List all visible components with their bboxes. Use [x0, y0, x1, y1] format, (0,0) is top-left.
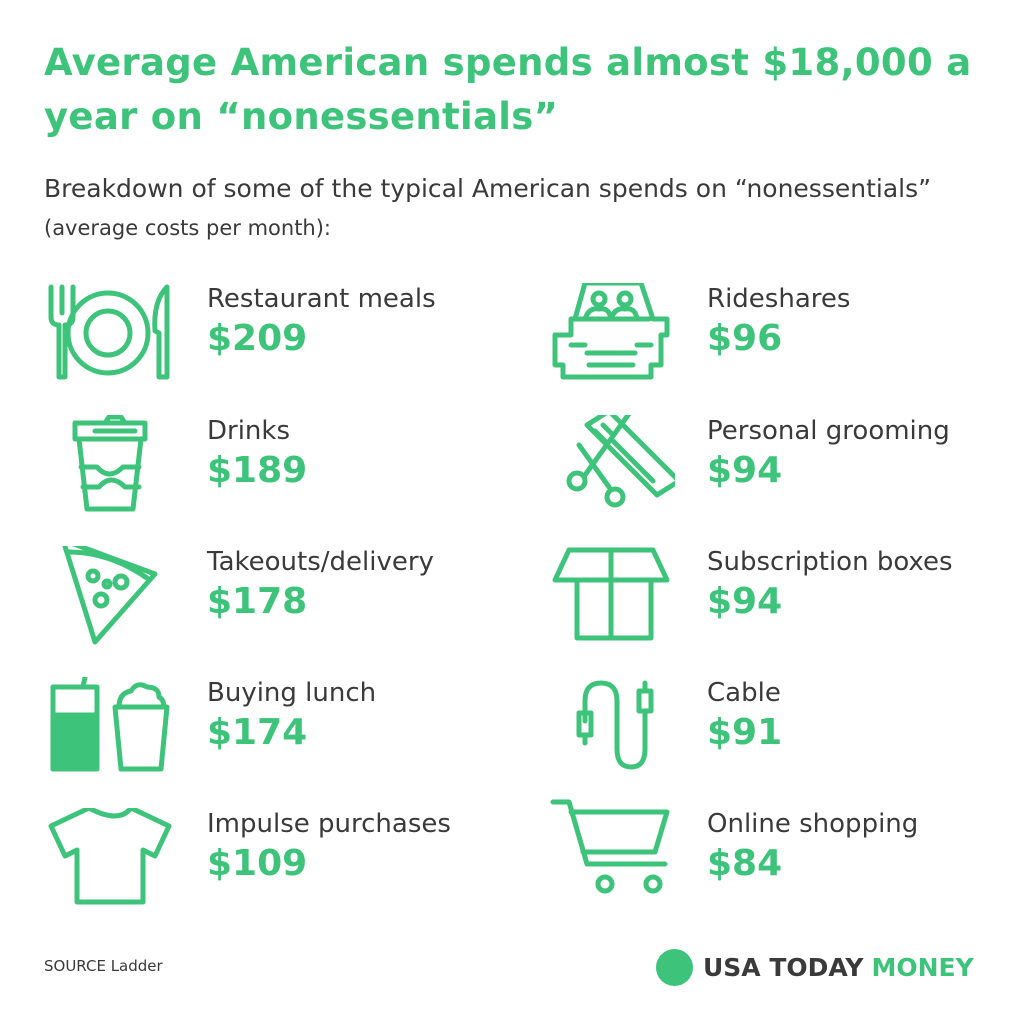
item-value: $109	[207, 843, 308, 884]
cable-icon	[545, 677, 675, 777]
item-label: Cable	[707, 678, 781, 708]
item-value: $84	[707, 843, 783, 884]
item-value: $209	[207, 318, 308, 359]
item-label: Subscription boxes	[707, 547, 953, 577]
item-cable: Cable $91	[545, 677, 1024, 787]
item-restaurant-meals: Restaurant meals $209	[45, 283, 525, 393]
plate-fork-knife-icon	[45, 283, 175, 383]
source-note: SOURCE Ladder	[44, 957, 163, 975]
shopping-cart-icon	[545, 790, 675, 900]
item-value: $94	[707, 450, 783, 491]
coffee-cup-icon	[45, 414, 175, 515]
logo-text-money: MONEY	[871, 952, 974, 982]
item-online-shopping: Online shopping $84	[545, 790, 1024, 900]
item-label: Buying lunch	[207, 678, 377, 708]
drink-and-fries-icon	[45, 660, 175, 777]
item-value: $178	[207, 581, 308, 622]
logo-dot-icon	[656, 948, 693, 986]
comb-scissors-icon	[545, 408, 682, 515]
item-value: $174	[207, 712, 308, 753]
item-takeouts: Takeouts/delivery $178	[45, 537, 525, 656]
logo-text-usa-today: USA TODAY	[703, 952, 864, 982]
subtitle: Breakdown of some of the typical America…	[44, 170, 944, 247]
subtitle-note: (average costs per month):	[44, 216, 332, 240]
pizza-slice-icon	[45, 537, 175, 646]
item-personal-grooming: Personal grooming $94	[545, 408, 1024, 525]
item-drinks: Drinks $189	[45, 414, 525, 525]
item-label: Drinks	[207, 416, 291, 446]
headline: Average American spends almost $18,000 a…	[44, 41, 972, 138]
item-label: Rideshares	[707, 284, 851, 314]
item-label: Online shopping	[707, 809, 919, 839]
item-value: $94	[707, 581, 783, 622]
open-box-icon	[545, 546, 675, 646]
subtitle-main: Breakdown of some of the typical America…	[44, 174, 932, 203]
item-label: Personal grooming	[707, 416, 950, 446]
item-value: $189	[207, 450, 308, 491]
usa-today-money-logo: USA TODAY MONEY	[656, 948, 974, 986]
item-subscription-boxes: Subscription boxes $94	[545, 546, 1024, 656]
item-buying-lunch: Buying lunch $174	[45, 660, 525, 787]
item-label: Takeouts/delivery	[207, 547, 434, 577]
car-icon	[545, 280, 675, 383]
item-label: Impulse purchases	[207, 809, 451, 839]
item-label: Restaurant meals	[207, 284, 436, 314]
t-shirt-icon	[45, 805, 175, 908]
item-value: $96	[707, 318, 783, 359]
item-rideshares: Rideshares $96	[545, 280, 1024, 393]
item-impulse-purchases: Impulse purchases $109	[45, 805, 525, 918]
item-value: $91	[707, 712, 783, 753]
